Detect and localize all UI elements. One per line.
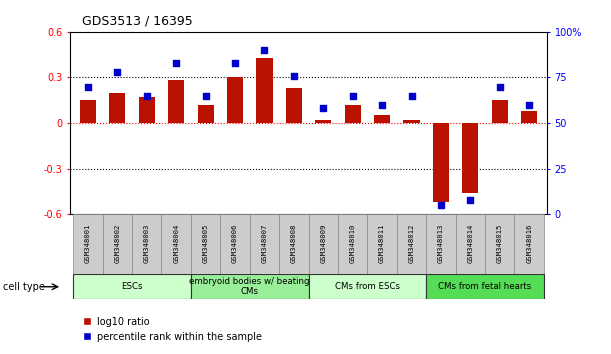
Text: GSM348002: GSM348002 xyxy=(114,223,120,263)
Point xyxy=(466,197,475,202)
Text: GSM348001: GSM348001 xyxy=(85,223,91,263)
Bar xyxy=(463,123,478,193)
Point xyxy=(142,93,152,98)
Legend: log10 ratio, percentile rank within the sample: log10 ratio, percentile rank within the … xyxy=(78,313,266,346)
Bar xyxy=(433,123,449,202)
Bar xyxy=(257,58,273,123)
FancyBboxPatch shape xyxy=(397,214,426,274)
Text: GSM348015: GSM348015 xyxy=(497,223,503,263)
Bar xyxy=(168,80,185,123)
FancyBboxPatch shape xyxy=(514,214,544,274)
FancyBboxPatch shape xyxy=(426,214,456,274)
FancyBboxPatch shape xyxy=(103,214,132,274)
Text: ESCs: ESCs xyxy=(122,282,143,291)
Text: GSM348016: GSM348016 xyxy=(526,223,532,263)
Bar xyxy=(492,100,508,123)
FancyBboxPatch shape xyxy=(485,214,514,274)
FancyBboxPatch shape xyxy=(191,214,221,274)
FancyBboxPatch shape xyxy=(132,214,161,274)
Point xyxy=(407,93,417,98)
FancyBboxPatch shape xyxy=(456,214,485,274)
Bar xyxy=(80,100,96,123)
Point xyxy=(171,60,181,66)
Point xyxy=(260,47,269,53)
Bar xyxy=(374,115,390,123)
FancyBboxPatch shape xyxy=(279,214,309,274)
Bar xyxy=(109,93,125,123)
Point xyxy=(495,84,505,89)
FancyBboxPatch shape xyxy=(161,214,191,274)
FancyBboxPatch shape xyxy=(250,214,279,274)
Bar xyxy=(403,120,420,123)
FancyBboxPatch shape xyxy=(309,214,338,274)
FancyBboxPatch shape xyxy=(367,214,397,274)
Text: CMs from ESCs: CMs from ESCs xyxy=(335,282,400,291)
FancyBboxPatch shape xyxy=(309,274,426,299)
Text: GDS3513 / 16395: GDS3513 / 16395 xyxy=(82,14,193,27)
Bar xyxy=(197,105,214,123)
Bar xyxy=(227,78,243,123)
FancyBboxPatch shape xyxy=(191,274,309,299)
Text: GSM348008: GSM348008 xyxy=(291,223,297,263)
Bar xyxy=(315,120,331,123)
FancyBboxPatch shape xyxy=(221,214,250,274)
Text: GSM348011: GSM348011 xyxy=(379,223,385,263)
Point xyxy=(377,102,387,108)
Text: GSM348010: GSM348010 xyxy=(349,223,356,263)
Point xyxy=(83,84,93,89)
Point xyxy=(230,60,240,66)
Text: GSM348005: GSM348005 xyxy=(203,223,208,263)
Bar xyxy=(345,105,360,123)
Bar xyxy=(139,97,155,123)
Text: GSM348003: GSM348003 xyxy=(144,223,150,263)
FancyBboxPatch shape xyxy=(426,274,544,299)
FancyBboxPatch shape xyxy=(338,214,367,274)
Text: GSM348006: GSM348006 xyxy=(232,223,238,263)
Text: GSM348013: GSM348013 xyxy=(438,223,444,263)
Text: GSM348014: GSM348014 xyxy=(467,223,474,263)
Point xyxy=(318,105,328,111)
Text: CMs from fetal hearts: CMs from fetal hearts xyxy=(439,282,532,291)
Bar xyxy=(286,88,302,123)
Point xyxy=(200,93,210,98)
Point xyxy=(348,93,357,98)
Text: GSM348007: GSM348007 xyxy=(262,223,268,263)
Text: embryoid bodies w/ beating
CMs: embryoid bodies w/ beating CMs xyxy=(189,277,310,296)
Point xyxy=(436,202,446,208)
Text: GSM348009: GSM348009 xyxy=(320,223,326,263)
FancyBboxPatch shape xyxy=(73,274,191,299)
Point xyxy=(112,69,122,75)
Text: GSM348004: GSM348004 xyxy=(173,223,179,263)
Bar xyxy=(521,111,537,123)
Point xyxy=(289,73,299,79)
Text: cell type: cell type xyxy=(3,282,45,292)
Point xyxy=(524,102,534,108)
FancyBboxPatch shape xyxy=(73,214,103,274)
Text: GSM348012: GSM348012 xyxy=(409,223,414,263)
